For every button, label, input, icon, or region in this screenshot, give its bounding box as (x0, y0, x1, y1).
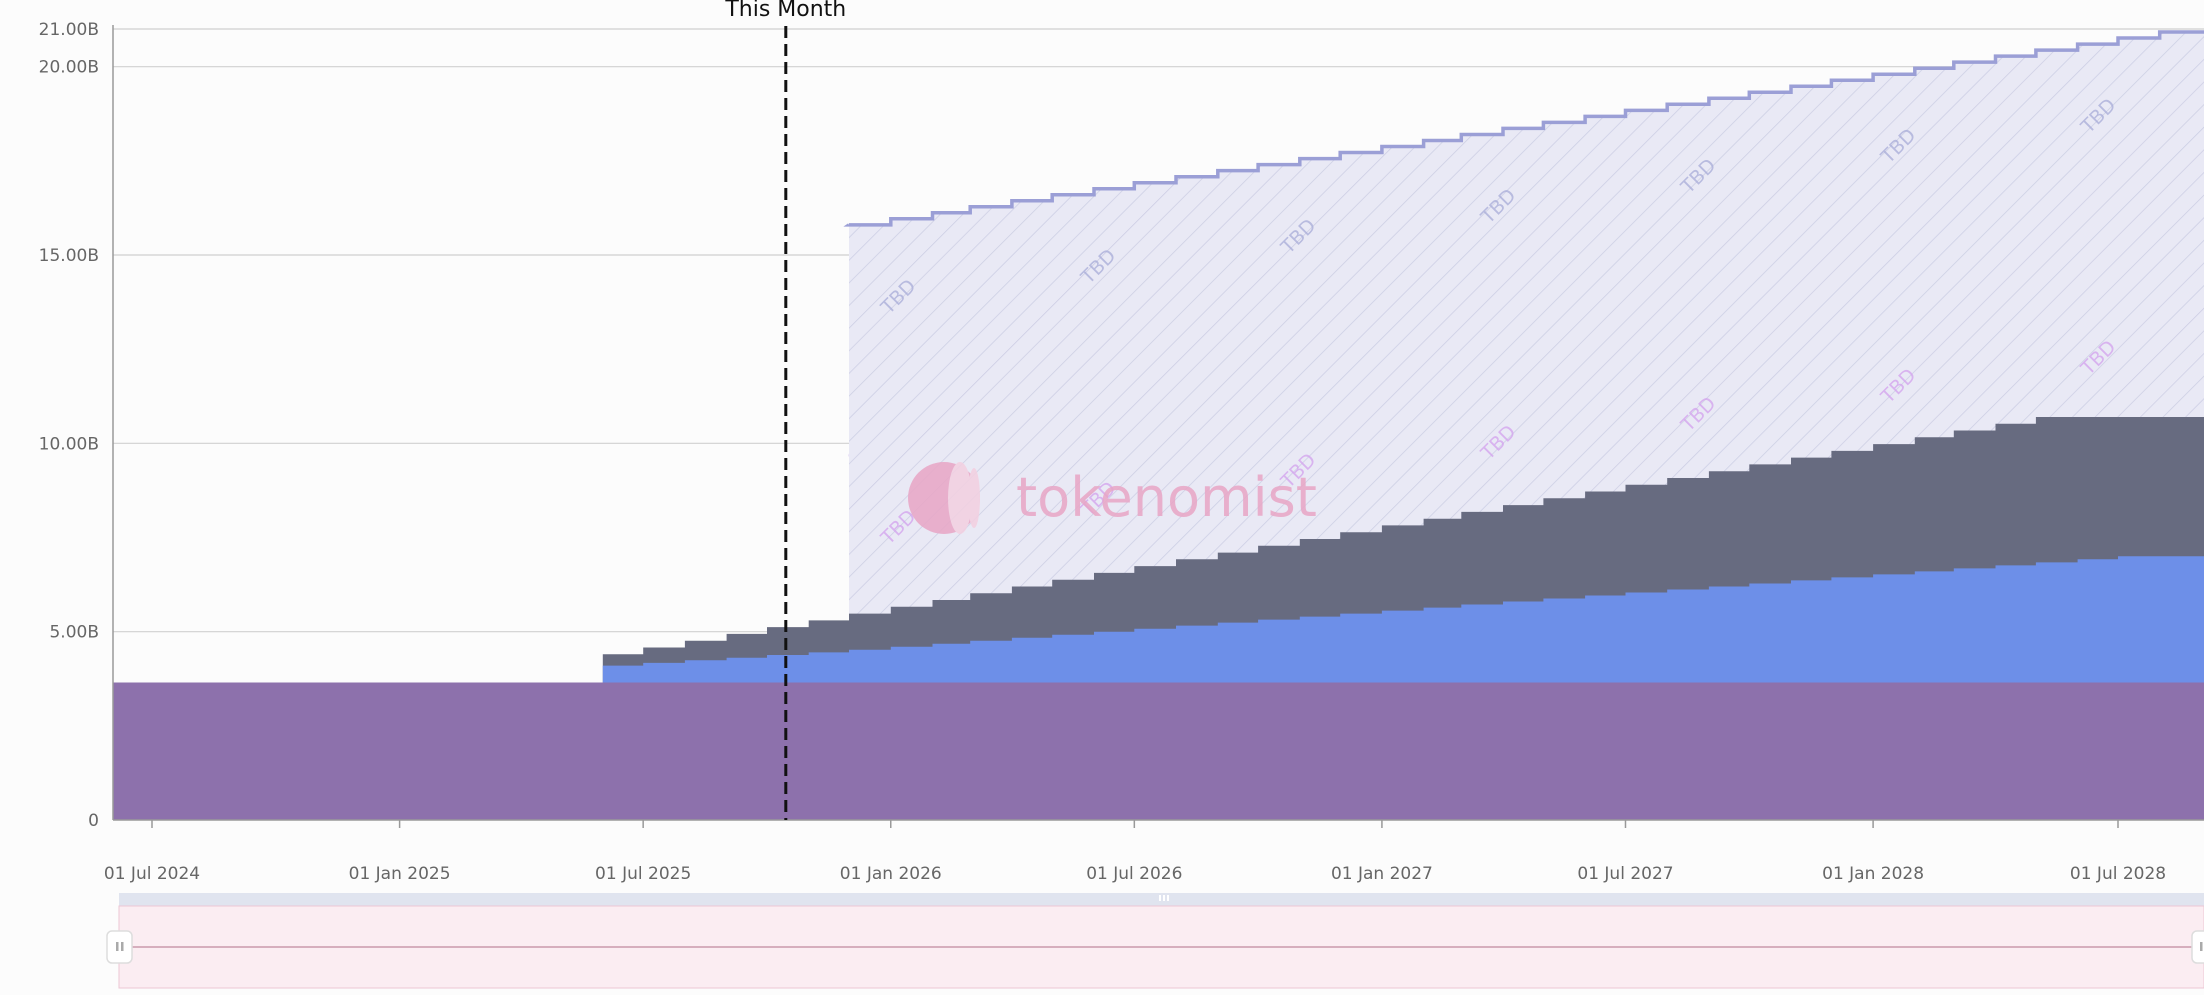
tokenomist-logo-icon (908, 462, 980, 534)
watermark-text: tokenomist (1016, 466, 1317, 529)
allocation-series-area (113, 682, 2204, 820)
y-tick-label: 20.00B (39, 58, 99, 78)
tokenomist-watermark: tokenomist (908, 462, 1317, 534)
x-tick-label: 01 Jul 2028 (2070, 864, 2166, 884)
slider-top-grip-icon[interactable] (1159, 895, 1169, 901)
y-tick-label: 15.00B (39, 246, 99, 266)
x-tick-label: 01 Jul 2025 (595, 864, 691, 884)
series-areas (113, 30, 2204, 820)
x-tick-label: 01 Jan 2027 (1331, 864, 1433, 884)
zoom-slider[interactable] (106, 893, 2204, 989)
this-month-label: This Month (724, 0, 846, 22)
x-tick-label: 01 Jul 2026 (1086, 864, 1182, 884)
y-tick-label: 0 (88, 811, 99, 831)
slider-left-handle[interactable] (106, 930, 133, 964)
y-tick-label: 5.00B (49, 623, 99, 643)
slider-right-handle[interactable] (2191, 930, 2204, 964)
x-tick-label: 01 Jan 2026 (840, 864, 942, 884)
y-tick-label: 21.00B (39, 20, 99, 40)
x-tick-label: 01 Jul 2024 (104, 864, 200, 884)
slider-top-bar[interactable] (119, 893, 2204, 906)
x-tick-label: 01 Jan 2028 (1822, 864, 1924, 884)
this-month-marker: This Month (724, 0, 846, 820)
x-tick-label: 01 Jul 2027 (1577, 864, 1673, 884)
tbd-series-line (843, 30, 2204, 227)
x-tick-label: 01 Jan 2025 (349, 864, 451, 884)
y-tick-label: 10.00B (39, 434, 99, 454)
axes: 0 5.00B 10.00B 15.00B 20.00B 21.00B 01 Jul 202… (39, 20, 2204, 884)
